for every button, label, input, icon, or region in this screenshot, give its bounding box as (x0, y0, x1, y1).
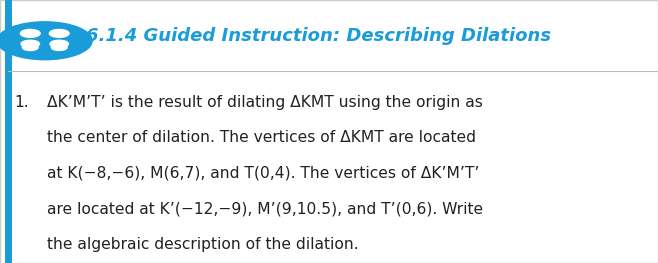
Circle shape (20, 29, 40, 37)
Text: the algebraic description of the dilation.: the algebraic description of the dilatio… (47, 237, 359, 252)
Text: 1.: 1. (14, 95, 29, 110)
Text: the center of dilation. The vertices of ΔKMT are located: the center of dilation. The vertices of … (47, 130, 476, 145)
Ellipse shape (21, 40, 39, 48)
Circle shape (51, 44, 67, 50)
Ellipse shape (50, 40, 68, 48)
Text: at K(−8,−6), M(6,7), and T(0,4). The vertices of ΔK’M’T’: at K(−8,−6), M(6,7), and T(0,4). The ver… (47, 166, 480, 181)
Text: 6.1.4 Guided Instruction: Describing Dilations: 6.1.4 Guided Instruction: Describing Dil… (86, 27, 551, 44)
Circle shape (22, 44, 38, 50)
Circle shape (49, 29, 69, 37)
Circle shape (0, 22, 92, 60)
Text: ΔK’M’T’ is the result of dilating ΔKMT using the origin as: ΔK’M’T’ is the result of dilating ΔKMT u… (47, 95, 483, 110)
Text: are located at K’(−12,−9), M’(9,10.5), and T’(0,6). Write: are located at K’(−12,−9), M’(9,10.5), a… (47, 201, 484, 216)
